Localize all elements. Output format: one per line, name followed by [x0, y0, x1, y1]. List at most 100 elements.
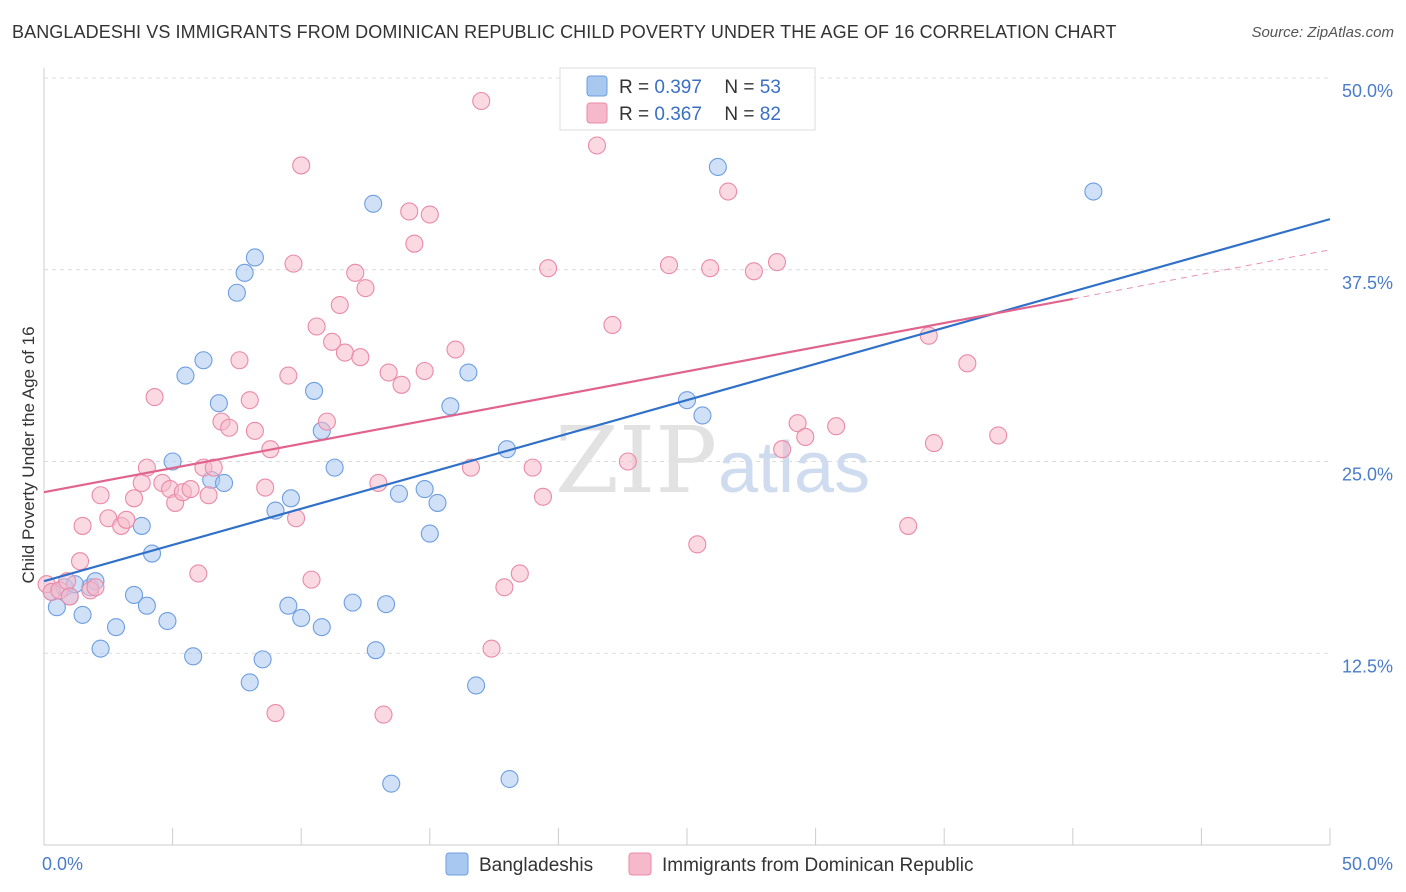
- data-points: [37, 91, 1103, 793]
- legend-n-label-1: N =: [724, 77, 759, 98]
- bottom-legend-swatch-dominican: [628, 852, 652, 876]
- point-series0-25: [253, 650, 272, 669]
- axes: [43, 68, 1331, 846]
- point-series1-6: [73, 516, 92, 535]
- point-series1-47: [379, 363, 398, 382]
- point-series1-81: [86, 578, 105, 597]
- legend-n-label-2: N =: [724, 104, 759, 125]
- point-series0-49: [693, 406, 712, 425]
- trend-lines: [43, 218, 1331, 583]
- point-series1-10: [117, 510, 136, 529]
- point-series1-29: [256, 478, 275, 497]
- point-series0-17: [194, 351, 213, 370]
- bottom-legend: Bangladeshis Immigrants from Dominican R…: [445, 852, 974, 876]
- point-series1-63: [603, 315, 622, 335]
- legend-swatch-bangladeshis: [586, 75, 608, 97]
- point-series0-13: [158, 611, 177, 631]
- point-series0-47: [500, 769, 519, 789]
- point-series0-38: [382, 774, 401, 793]
- point-series1-14: [145, 388, 164, 407]
- legend-n-value-1: 53: [760, 77, 781, 98]
- point-series1-49: [400, 202, 419, 221]
- point-series1-4: [70, 552, 90, 571]
- point-series0-41: [420, 524, 439, 543]
- bottom-legend-swatch-bangladeshis: [445, 852, 469, 876]
- point-series0-30: [305, 381, 324, 400]
- point-series0-8: [106, 618, 126, 637]
- point-series1-25: [220, 418, 239, 437]
- point-series1-35: [292, 156, 311, 175]
- point-series1-38: [317, 412, 336, 431]
- point-series0-35: [364, 194, 383, 213]
- point-series1-22: [199, 486, 218, 505]
- source-label: Source: ZipAtlas.com: [1251, 24, 1394, 41]
- y-axis-label: Child Poverty Under the Age of 16: [19, 326, 38, 583]
- point-series1-58: [510, 564, 529, 583]
- point-series0-40: [415, 480, 434, 499]
- point-series0-28: [281, 489, 300, 508]
- legend-r-value-2: 0.367: [654, 104, 702, 125]
- point-series1-44: [356, 279, 375, 298]
- point-series0-44: [459, 363, 478, 382]
- point-series0-36: [366, 641, 385, 660]
- point-series0-32: [312, 618, 331, 637]
- top-legend: R = 0.397 N = 53 R = 0.367 N = 82: [559, 67, 816, 131]
- point-series1-32: [279, 366, 298, 385]
- point-series0-39: [389, 484, 408, 503]
- legend-row-2: R = 0.367 N = 82: [619, 104, 781, 125]
- point-series1-67: [701, 259, 720, 278]
- point-series1-12: [132, 473, 151, 493]
- point-series1-75: [899, 516, 918, 535]
- point-series1-40: [330, 295, 349, 315]
- point-series1-56: [482, 639, 501, 658]
- point-series1-33: [284, 254, 303, 273]
- point-series1-61: [539, 259, 558, 278]
- point-series0-42: [428, 493, 447, 512]
- point-series1-66: [688, 535, 707, 554]
- point-series0-51: [1084, 182, 1103, 201]
- point-series1-78: [958, 354, 977, 373]
- point-series1-19: [181, 480, 200, 499]
- trend-line-ext-series1: [1072, 249, 1331, 300]
- y-tick-label-2: 37.5%: [1342, 273, 1393, 293]
- point-series1-46: [374, 705, 393, 724]
- x-tick-label-1: 50.0%: [1342, 854, 1393, 874]
- point-series1-79: [989, 426, 1008, 445]
- point-series0-9: [124, 585, 144, 605]
- point-series0-11: [137, 596, 156, 615]
- point-series1-51: [415, 361, 434, 381]
- legend-swatch-dominican: [586, 102, 608, 124]
- point-series1-59: [523, 458, 542, 477]
- point-series1-68: [719, 182, 738, 201]
- y-tick-label-1: 25.0%: [1342, 465, 1393, 485]
- x-tick-label-0: 0.0%: [42, 854, 83, 874]
- trend-line-series0: [43, 218, 1331, 583]
- chart-title: BANGLADESHI VS IMMIGRANTS FROM DOMINICAN…: [12, 22, 1117, 42]
- point-series1-55: [472, 91, 491, 111]
- point-series0-16: [184, 647, 203, 666]
- point-series1-52: [420, 205, 439, 224]
- point-series1-27: [240, 391, 259, 410]
- point-series0-50: [708, 157, 727, 177]
- point-series1-54: [461, 458, 481, 477]
- bottom-legend-label-dominican: Immigrants from Dominican Republic: [662, 855, 974, 876]
- point-series1-28: [245, 421, 264, 440]
- legend-n-value-2: 82: [760, 104, 781, 125]
- point-series0-45: [467, 676, 486, 695]
- trend-line-series1: [43, 297, 1074, 494]
- x-tick-labels: 0.0% 50.0%: [42, 854, 1393, 874]
- y-tick-labels: 12.5% 25.0% 37.5% 50.0%: [1342, 81, 1393, 676]
- point-series1-77: [924, 434, 943, 453]
- point-series1-41: [335, 343, 354, 362]
- point-series0-29: [292, 608, 311, 628]
- point-series0-37: [377, 595, 396, 614]
- legend-r-label-2: R =: [619, 104, 654, 125]
- point-series1-48: [392, 375, 411, 394]
- point-series1-53: [446, 340, 465, 359]
- point-series0-4: [73, 605, 92, 624]
- point-series1-31: [266, 704, 285, 723]
- point-series1-42: [346, 263, 365, 282]
- point-series0-34: [343, 593, 362, 612]
- point-series1-60: [533, 487, 553, 506]
- point-series1-57: [495, 578, 514, 597]
